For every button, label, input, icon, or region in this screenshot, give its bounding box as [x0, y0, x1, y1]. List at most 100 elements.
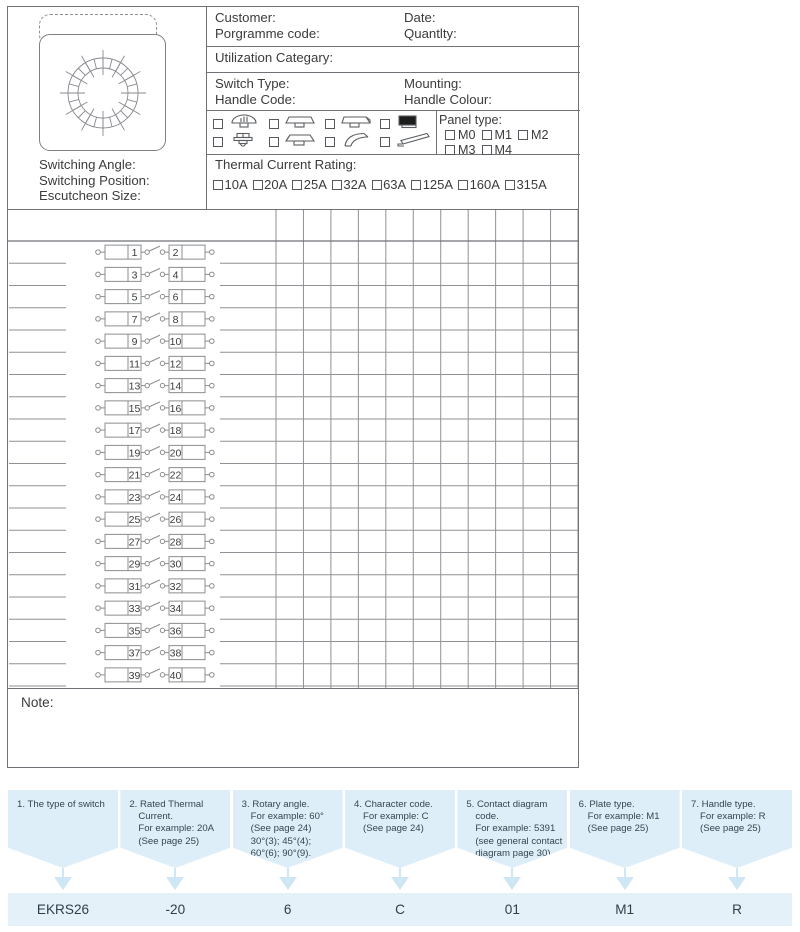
- contact-number: 22: [170, 470, 182, 482]
- contact-number: 32: [170, 581, 182, 593]
- legend-line: (See page 24): [250, 823, 312, 835]
- handle-checkbox-4[interactable]: [380, 119, 391, 129]
- panel-option-m2[interactable]: M2: [518, 128, 549, 142]
- contact-number: 35: [129, 625, 141, 637]
- switching-position-label: Switching Position:: [39, 172, 150, 188]
- legend-line: diagram page 30): [475, 847, 551, 859]
- contact-number: 37: [129, 648, 141, 660]
- panel-option-m0-label: M0: [458, 128, 476, 142]
- thermal-option-32a[interactable]: 32A: [331, 177, 367, 192]
- contact-number: 6: [173, 292, 179, 304]
- panel-checkbox-m3[interactable]: [445, 145, 455, 155]
- angled-lever-handle-icon: [340, 114, 376, 135]
- programme-code-label: Porgramme code:: [215, 26, 320, 41]
- legend-arrow-icon: [728, 877, 746, 890]
- panel-option-m4-label: M4: [494, 143, 513, 157]
- contact-number: 29: [129, 559, 141, 571]
- contact-number: 27: [129, 536, 141, 548]
- contact-number: 15: [129, 403, 141, 415]
- panel-option-m3[interactable]: M3: [445, 143, 476, 157]
- contact-number: 16: [170, 403, 182, 415]
- thermal-checkbox-315a[interactable]: [504, 179, 515, 190]
- form-fields-panel: Customer: Porgramme code: Date: Quantlty…: [207, 7, 580, 209]
- note-area[interactable]: Note:: [8, 689, 578, 769]
- contact-number: 2: [173, 247, 179, 259]
- legend-type-of-switch-value: EKRS26: [36, 902, 90, 917]
- handle-option-2[interactable]: [268, 114, 325, 135]
- legend-rated-thermal-current: 2. Rated Thermal Current. For example: 20A…: [120, 790, 231, 868]
- contact-row: 29 30: [95, 556, 215, 572]
- handle-option-6[interactable]: [268, 132, 325, 153]
- legend-rotary-angle-value: 6: [283, 902, 292, 917]
- thermal-option-63a[interactable]: 63A: [371, 177, 406, 192]
- switch-type-row: Switch Type: Handle Code: Mounting: Hand…: [207, 73, 580, 111]
- panel-checkbox-m1[interactable]: [481, 130, 492, 140]
- handle-option-8[interactable]: [380, 132, 436, 153]
- legend-line: (See page 25): [700, 823, 761, 835]
- handle-checkbox-3[interactable]: [324, 119, 335, 129]
- thermal-option-160a[interactable]: 160A: [458, 177, 500, 192]
- contact-number: 4: [173, 269, 179, 281]
- thermal-checkbox-25a[interactable]: [292, 179, 303, 190]
- contact-diagram-area: 1 2 3 4 5 6 7 8 9 10 11 12 13 14 15 16 17 18 19 20 21 22 23 24 2…: [8, 209, 578, 689]
- contact-number: 39: [129, 670, 141, 682]
- contact-number: 38: [170, 648, 182, 660]
- panel-checkbox-m2[interactable]: [518, 130, 528, 140]
- contact-row: 23 24: [95, 489, 215, 505]
- contact-row: 27 28: [95, 533, 215, 549]
- contact-row: 15 16: [95, 400, 215, 416]
- panel-option-m1[interactable]: M1: [481, 128, 512, 142]
- legend-plate-type-value: M1: [615, 902, 635, 917]
- contact-row: 13 14: [95, 378, 215, 394]
- thermal-checkbox-32a[interactable]: [331, 179, 342, 190]
- handle-checkbox-7[interactable]: [324, 137, 335, 147]
- legend-connector: [623, 868, 626, 879]
- handle-checkbox-1[interactable]: [213, 119, 223, 129]
- handle-option-1[interactable]: [213, 113, 269, 135]
- legend-connector: [511, 868, 514, 879]
- thermal-checkbox-20a[interactable]: [252, 179, 263, 190]
- legend-connector: [736, 868, 738, 879]
- thermal-option-10a[interactable]: 10A: [213, 177, 248, 192]
- panel-checkbox-m0[interactable]: [445, 130, 455, 140]
- thermal-option-label: 125A: [422, 177, 454, 192]
- handle-checkbox-8[interactable]: [380, 137, 391, 147]
- legend-connector: [62, 868, 64, 879]
- panel-type-options-row-1: M0 M1 M2: [439, 128, 549, 142]
- handle-checkbox-5[interactable]: [213, 137, 223, 147]
- contact-number: 36: [170, 625, 182, 637]
- contact-number: 12: [170, 358, 182, 370]
- handle-option-4[interactable]: [380, 114, 436, 135]
- handle-option-7[interactable]: [324, 132, 381, 153]
- handle-checkbox-6[interactable]: [268, 137, 279, 147]
- contact-number: 20: [170, 447, 182, 459]
- handle-option-3[interactable]: [324, 114, 381, 135]
- part-number-legend: 1. The type of switch 2. Rated Thermal Cur…: [0, 790, 800, 932]
- thermal-option-label: 10A: [224, 177, 248, 192]
- contact-number: 8: [173, 314, 179, 326]
- thermal-option-25a[interactable]: 25A: [292, 177, 327, 192]
- thermal-checkbox-125a[interactable]: [411, 179, 422, 190]
- handle-option-5[interactable]: [213, 132, 269, 153]
- thermal-option-125a[interactable]: 125A: [411, 177, 453, 192]
- panel-option-m0[interactable]: M0: [445, 128, 476, 142]
- panel-checkbox-m4[interactable]: [481, 145, 492, 155]
- thermal-checkbox-63a[interactable]: [371, 179, 382, 190]
- contact-number: 31: [129, 581, 141, 593]
- legend-rated-thermal-current-value: -20: [165, 902, 186, 917]
- contact-row: 33 34: [95, 600, 215, 616]
- thermal-checkbox-160a[interactable]: [458, 179, 469, 190]
- legend-line: 5. Contact diagram: [466, 799, 548, 810]
- thermal-checkbox-10a[interactable]: [213, 179, 223, 190]
- thermal-option-20a[interactable]: 20A: [252, 177, 287, 192]
- contact-row: 21 22: [95, 467, 215, 483]
- thermal-option-label: 160A: [469, 177, 500, 192]
- thermal-option-315a[interactable]: 315A: [504, 177, 547, 192]
- contact-number: 33: [129, 603, 141, 615]
- handle-checkbox-2[interactable]: [268, 119, 279, 129]
- contact-number: 18: [170, 425, 182, 437]
- panel-option-m4[interactable]: M4: [481, 143, 513, 157]
- contact-number: 3: [132, 269, 138, 281]
- panel-option-m2-label: M2: [531, 128, 549, 142]
